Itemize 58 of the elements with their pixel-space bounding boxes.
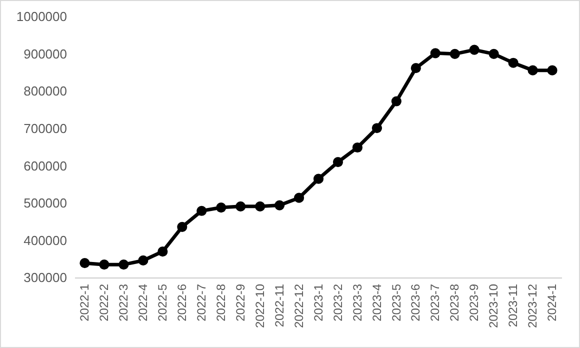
point — [236, 201, 246, 212]
point — [255, 201, 266, 212]
point — [488, 48, 499, 59]
x-tick-label: 2022-2 — [97, 284, 112, 322]
point — [274, 200, 285, 210]
point — [158, 246, 168, 257]
x-tick-label: 2022-11 — [272, 284, 286, 328]
x-tick-label: 2023-11 — [506, 284, 520, 328]
y-tick-label: 500000 — [24, 196, 67, 211]
x-tick-label: 2022-3 — [116, 284, 131, 322]
y-tick-label: 400000 — [24, 232, 67, 248]
point — [410, 63, 421, 74]
point — [391, 96, 402, 106]
x-tick-label: 2022-1 — [78, 284, 92, 322]
point — [118, 260, 129, 270]
x-tick-label: 2023-5 — [389, 284, 404, 322]
point — [372, 123, 382, 134]
y-tick-label: 700000 — [24, 121, 67, 136]
x-tick-label: 2023-6 — [408, 284, 423, 322]
point — [99, 260, 110, 270]
x-tick-label: 2022-8 — [214, 284, 228, 322]
point — [80, 258, 90, 268]
x-tick-label: 2023-2 — [330, 284, 345, 322]
y-tick-label: 800000 — [24, 84, 67, 99]
point — [547, 65, 558, 76]
x-tick-label: 2023-7 — [428, 284, 442, 322]
x-tick-label: 2022-4 — [136, 284, 150, 322]
x-tick-label: 2023-12 — [526, 284, 540, 328]
x-tick-label: 2023-1 — [311, 284, 326, 322]
point — [332, 157, 344, 168]
x-tick-label: 2022-10 — [252, 284, 267, 328]
x-tick-label: 2022-12 — [292, 284, 306, 328]
point — [430, 48, 440, 58]
point — [313, 174, 324, 184]
point — [528, 65, 538, 76]
point — [294, 192, 304, 203]
x-tick-label: 2022-5 — [156, 284, 170, 322]
x-tick-label: 2022-6 — [174, 284, 189, 322]
x-tick-label: 2023-9 — [467, 284, 482, 322]
point — [177, 222, 188, 232]
point — [469, 44, 480, 55]
x-tick-label: 2023-3 — [350, 284, 364, 322]
point — [508, 58, 518, 68]
point — [352, 142, 363, 153]
x-tick-label: 2023-10 — [486, 284, 501, 328]
point — [196, 206, 207, 216]
y-tick-label: 600000 — [24, 158, 67, 174]
x-tick-label: 2022-9 — [233, 284, 248, 322]
x-tick-label: 2023-8 — [448, 284, 462, 322]
point — [138, 255, 148, 266]
point — [450, 48, 460, 59]
y-tick-label: 1000000 — [16, 9, 67, 24]
x-tick-label: 2022-7 — [194, 284, 208, 322]
point — [216, 202, 226, 213]
y-tick-label: 900000 — [24, 46, 67, 62]
x-tick-label: 2024-1 — [545, 284, 560, 322]
x-tick-label: 2023-4 — [370, 284, 384, 322]
y-tick-label: 300000 — [24, 270, 67, 286]
